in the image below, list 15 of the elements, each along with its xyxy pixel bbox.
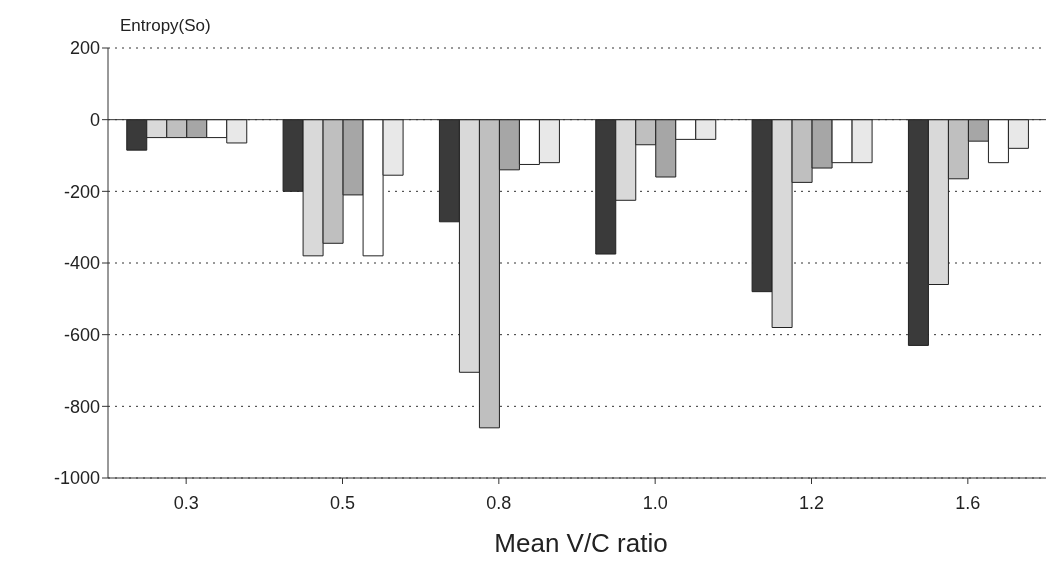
y-tick-label: -600 xyxy=(63,325,100,346)
y-tick-label: -1000 xyxy=(53,468,100,489)
y-tick-label: -200 xyxy=(63,181,100,202)
y-tick-label: -800 xyxy=(63,396,100,417)
x-tick-label: 0.5 xyxy=(329,492,356,513)
x-tick-label: 1.0 xyxy=(642,492,668,513)
x-tick-label: 1.2 xyxy=(798,492,825,513)
y-tick-label: -400 xyxy=(63,253,100,274)
y-tick-label: 200 xyxy=(69,38,100,59)
y-tick-label: 0 xyxy=(89,110,100,131)
x-tick-label: 0.8 xyxy=(486,492,512,513)
x-tick-label: 0.3 xyxy=(173,492,199,513)
x-tick-label: 1.6 xyxy=(955,492,981,513)
y-axis-title: Entropy(So) xyxy=(120,16,211,36)
x-axis-title: Mean V/C ratio xyxy=(493,528,669,559)
